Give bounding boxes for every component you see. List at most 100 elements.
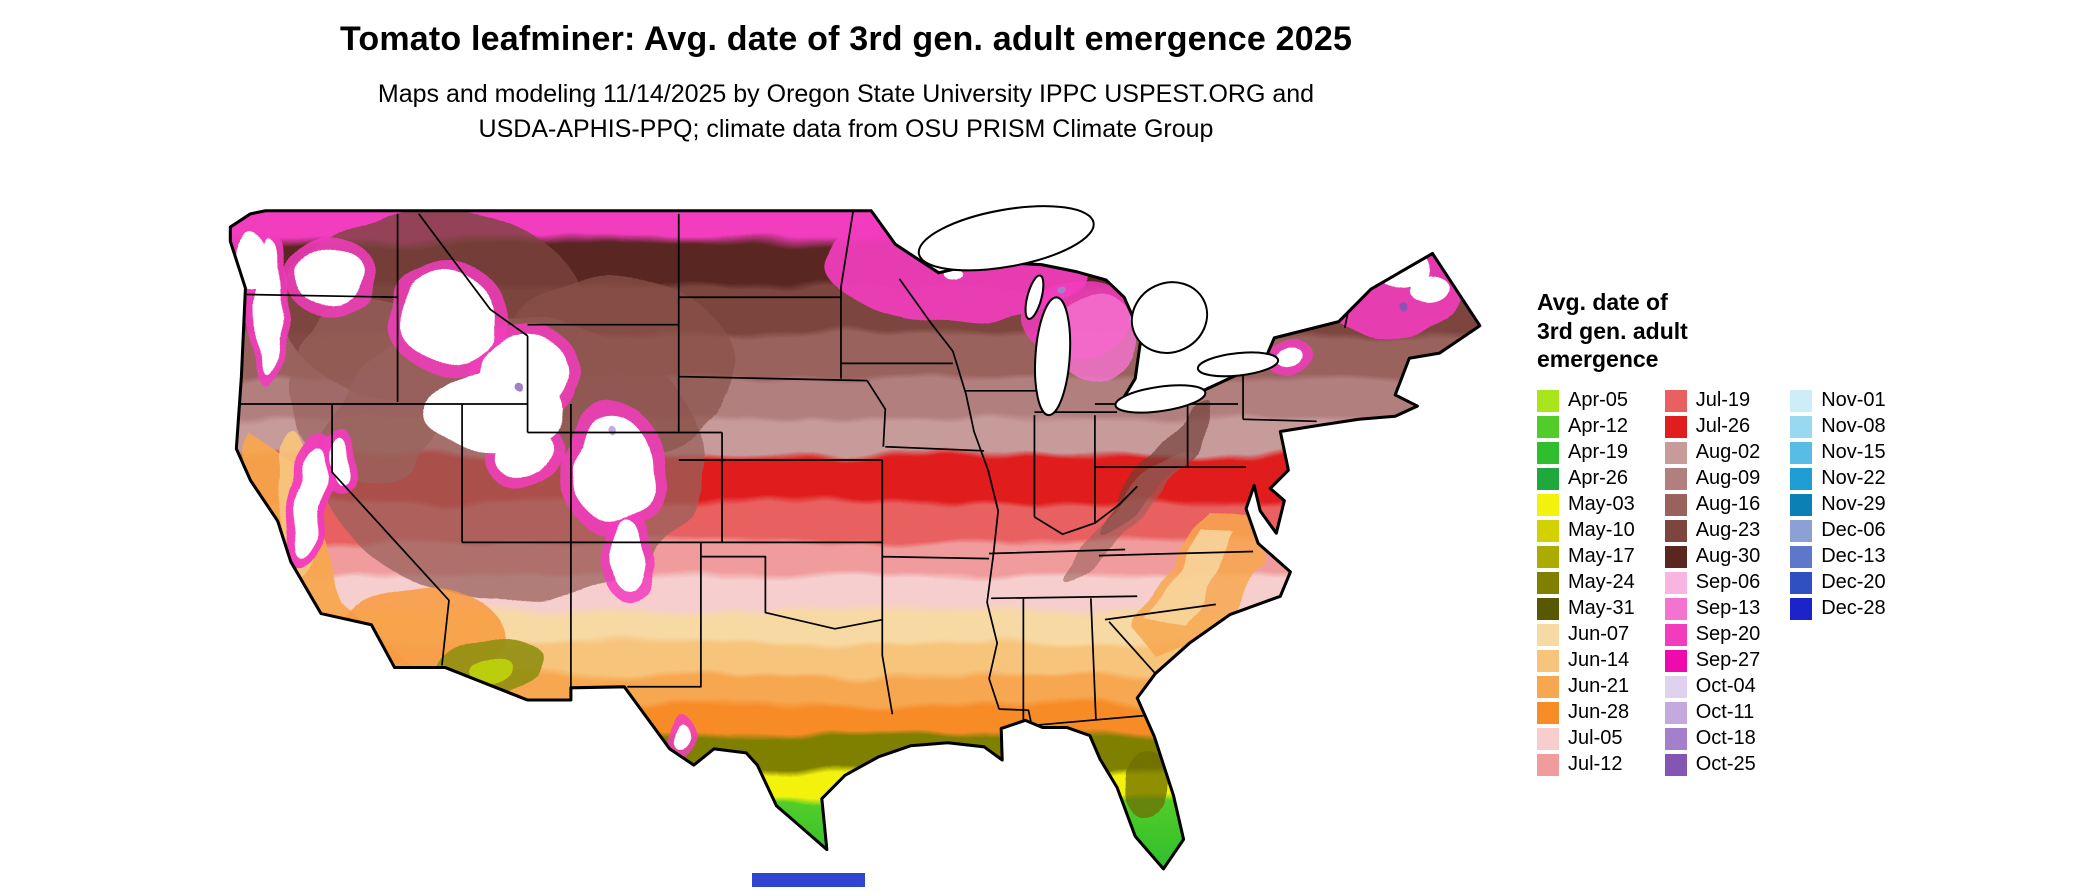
legend-color-swatch: [1537, 415, 1559, 438]
legend-entry: Oct-04: [1664, 674, 1761, 700]
legend: Avg. date of 3rd gen. adult emergence Ap…: [1537, 288, 2077, 778]
legend-color-swatch: [1790, 441, 1813, 464]
lake-michigan: [1034, 296, 1072, 417]
legend-entry: Jul-12: [1537, 752, 1635, 778]
legend-entry: Nov-01: [1790, 388, 1886, 414]
legend-color-swatch: [1664, 493, 1687, 516]
legend-entry-label: Nov-15: [1821, 441, 1886, 464]
legend-entry: Jun-14: [1537, 648, 1635, 674]
legend-entry-label: Dec-28: [1821, 597, 1886, 620]
legend-entry-label: Oct-18: [1695, 727, 1756, 750]
legend-entry: Sep-13: [1664, 596, 1761, 622]
legend-entry-label: Apr-12: [1568, 415, 1629, 438]
legend-entry: Aug-30: [1664, 544, 1761, 570]
legend-entry-label: Jul-12: [1568, 753, 1623, 776]
legend-entry: Apr-12: [1537, 414, 1635, 440]
legend-color-swatch: [1790, 597, 1813, 620]
legend-entry: Dec-20: [1790, 570, 1886, 596]
legend-column-2: Jul-19 Jul-26 Aug-02 Aug-09 Aug-16 Aug-23 Aug-…: [1664, 388, 1761, 778]
legend-entry-label: Dec-06: [1821, 519, 1886, 542]
legend-column-1: Apr-05 Apr-12 Apr-19 Apr-26 May-03 May-10 May-…: [1537, 388, 1635, 778]
legend-entry-label: Dec-13: [1821, 545, 1886, 568]
legend-entry-label: May-10: [1568, 519, 1635, 542]
legend-entry: Aug-02: [1664, 440, 1760, 466]
legend-color-swatch: [1537, 493, 1559, 516]
legend-entry-label: Sep-27: [1695, 649, 1761, 672]
legend-entry: May-10: [1537, 518, 1635, 544]
legend-entry: Aug-09: [1664, 466, 1761, 492]
legend-entry-label: Aug-30: [1695, 545, 1761, 568]
legend-color-swatch: [1537, 597, 1559, 620]
legend-entry: Nov-08: [1790, 414, 1886, 440]
legend-entry: May-17: [1537, 544, 1635, 570]
legend-entry-label: Jul-26: [1695, 415, 1751, 438]
legend-color-swatch: [1790, 415, 1813, 438]
legend-entry: Apr-26: [1537, 466, 1635, 492]
legend-entry-label: Oct-04: [1695, 675, 1756, 698]
legend-entry: Jun-21: [1537, 674, 1635, 700]
legend-entry: Aug-16: [1664, 492, 1760, 518]
legend-color-swatch: [1664, 545, 1687, 568]
lake-huron: [1130, 281, 1209, 354]
map-header: Tomato leafminer: Avg. date of 3rd gen. …: [0, 20, 1692, 146]
legend-entry: May-31: [1537, 596, 1635, 622]
legend-entry-label: May-24: [1568, 571, 1635, 594]
us-map-svg: [228, 205, 1482, 871]
legend-color-swatch: [1664, 571, 1687, 594]
legend-entry-label: Sep-13: [1695, 597, 1761, 620]
legend-entry: Oct-18: [1664, 726, 1761, 752]
legend-color-swatch: [1537, 675, 1559, 698]
cropped-bottom-element: [752, 873, 865, 887]
legend-entry: Dec-06: [1790, 518, 1886, 544]
legend-color-swatch: [1664, 701, 1687, 724]
legend-entry: May-03: [1537, 492, 1635, 518]
legend-color-swatch: [1537, 441, 1559, 464]
legend-color-swatch: [1664, 623, 1687, 646]
legend-color-swatch: [1537, 545, 1559, 568]
legend-color-swatch: [1537, 753, 1559, 776]
subtitle-line-1: Maps and modeling 11/14/2025 by Oregon S…: [377, 80, 1315, 108]
legend-entry: Nov-15: [1790, 440, 1886, 466]
legend-entry-label: May-03: [1568, 493, 1635, 516]
legend-color-swatch: [1537, 519, 1559, 542]
legend-columns: Apr-05 Apr-12 Apr-19 Apr-26 May-03 May-10 May-…: [1537, 388, 2077, 778]
legend-color-swatch: [1537, 649, 1559, 672]
legend-entry-label: May-31: [1568, 597, 1635, 620]
legend-entry-label: Nov-01: [1821, 389, 1886, 412]
page-title: Tomato leafminer: Avg. date of 3rd gen. …: [339, 20, 1353, 58]
legend-color-swatch: [1664, 519, 1687, 542]
legend-entry: Dec-28: [1790, 596, 1886, 622]
legend-color-swatch: [1537, 467, 1559, 490]
legend-color-swatch: [1790, 545, 1813, 568]
us-emergence-map: [190, 165, 1500, 877]
legend-color-swatch: [1664, 675, 1687, 698]
legend-color-swatch: [1537, 571, 1559, 594]
legend-entry-label: Oct-25: [1695, 753, 1756, 776]
legend-color-swatch: [1790, 467, 1813, 490]
legend-entry: Apr-05: [1537, 388, 1635, 414]
legend-entry: Sep-27: [1664, 648, 1761, 674]
legend-entry-label: Sep-06: [1695, 571, 1761, 594]
legend-entry-label: Aug-23: [1695, 519, 1761, 542]
legend-entry: Jul-05: [1537, 726, 1635, 752]
legend-entry: Apr-19: [1537, 440, 1635, 466]
legend-title-line-2: 3rd gen. adult: [1537, 317, 1688, 344]
legend-color-swatch: [1537, 623, 1559, 646]
legend-entry-label: Dec-20: [1821, 571, 1886, 594]
legend-color-swatch: [1664, 649, 1687, 672]
legend-color-swatch: [1537, 727, 1559, 750]
legend-entry: Jul-26: [1664, 414, 1761, 440]
legend-entry: Nov-22: [1790, 466, 1886, 492]
legend-entry-label: Apr-26: [1568, 467, 1629, 490]
legend-color-swatch: [1790, 571, 1813, 594]
legend-entry: Sep-06: [1664, 570, 1761, 596]
legend-entry-label: Jul-19: [1695, 389, 1751, 412]
legend-color-swatch: [1664, 415, 1687, 438]
lake-superior: [917, 205, 1095, 272]
page-subtitle: Maps and modeling 11/14/2025 by Oregon S…: [0, 77, 1692, 146]
legend-column-3: Nov-01 Nov-08 Nov-15 Nov-22 Nov-29 Dec-06 Dec-…: [1790, 388, 1886, 622]
legend-entry-label: Aug-09: [1695, 467, 1761, 490]
legend-entry-label: Jun-14: [1568, 649, 1630, 672]
legend-entry: Oct-11: [1664, 700, 1761, 726]
